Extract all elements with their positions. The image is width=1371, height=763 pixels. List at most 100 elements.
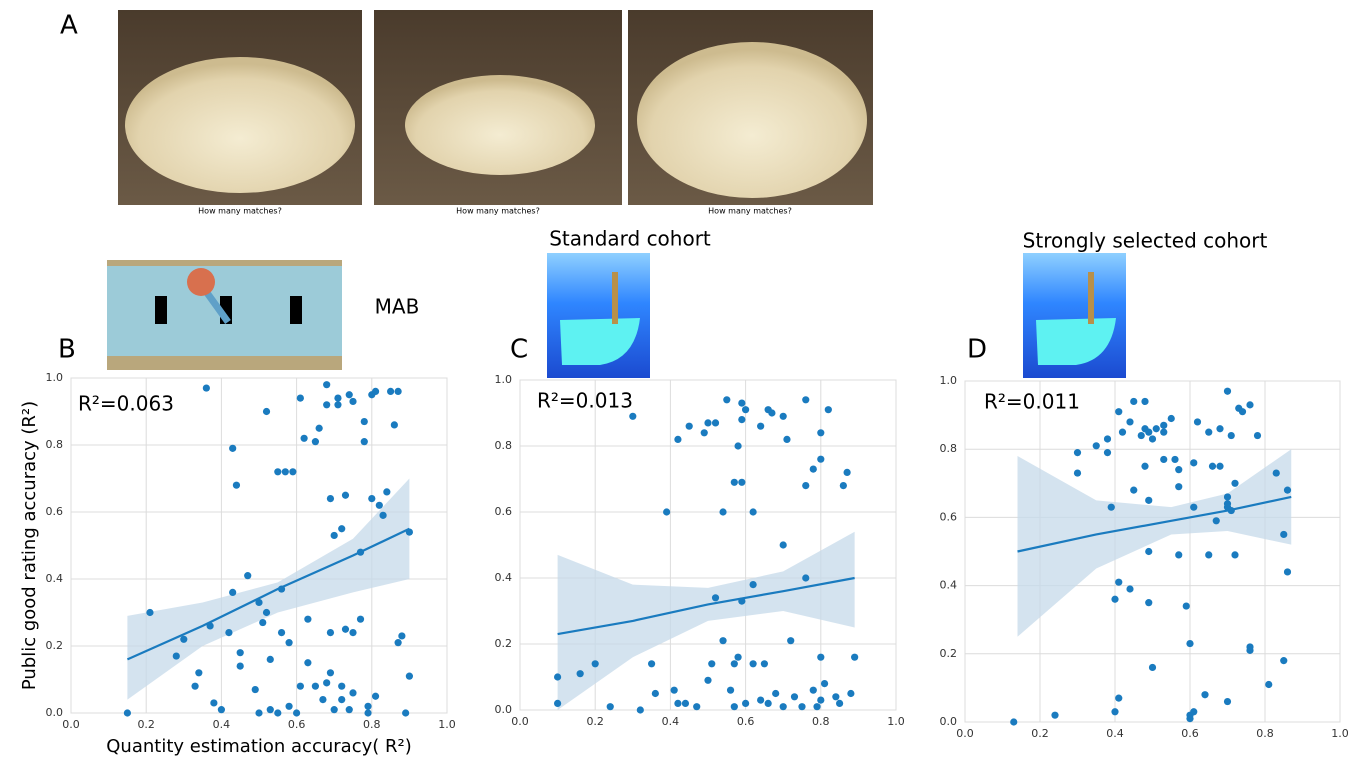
data-point [267,706,274,713]
data-point [342,492,349,499]
data-point [723,396,730,403]
y-tick-label: 1.0 [940,374,958,387]
x-tick-label: 0.4 [662,715,680,728]
data-point [331,532,338,539]
y-tick-label: 0.2 [46,639,64,652]
data-point [844,469,851,476]
data-point [1145,429,1152,436]
data-point [293,709,300,716]
data-point [395,639,402,646]
data-point [648,660,655,667]
data-point [765,700,772,707]
data-point [817,429,824,436]
data-point [1175,483,1182,490]
data-point [734,654,741,661]
data-point [349,689,356,696]
data-point [802,482,809,489]
data-point [836,700,843,707]
data-point [1273,469,1280,476]
data-point [1141,463,1148,470]
data-point [334,395,341,402]
data-point [761,660,768,667]
data-point [731,703,738,710]
data-point [379,512,386,519]
data-point [810,687,817,694]
data-point [1209,463,1216,470]
data-point [233,482,240,489]
data-point [1280,531,1287,538]
data-point [750,508,757,515]
data-point [1213,517,1220,524]
data-point [629,413,636,420]
y-tick-label: 0.4 [46,572,64,585]
data-point [693,703,700,710]
data-point [267,656,274,663]
y-tick-label: 0.0 [495,703,513,716]
data-point [783,436,790,443]
data-point [1115,695,1122,702]
data-point [312,683,319,690]
caption: How many matches? [708,207,792,216]
data-point [798,703,805,710]
data-point [840,482,847,489]
data-point [1284,568,1291,575]
panel-label: B [58,335,76,365]
x-tick-label: 1.0 [1331,727,1349,740]
data-point [719,637,726,644]
data-point [813,703,820,710]
data-point [832,693,839,700]
mab-icon [107,260,342,370]
data-point [301,435,308,442]
data-point [787,637,794,644]
data-point [395,388,402,395]
data-point [847,690,854,697]
y-tick-label: 0.8 [46,438,64,451]
data-point [731,479,738,486]
data-point [274,468,281,475]
data-point [686,423,693,430]
y-tick-label: 1.0 [495,373,513,386]
y-tick-label: 0.4 [495,571,513,584]
x-tick-label: 0.0 [62,718,80,731]
panel-label: A [60,11,78,41]
data-point [342,626,349,633]
y-tick-label: 0.6 [46,505,64,518]
data-point [727,687,734,694]
data-point [1183,602,1190,609]
data-point [1235,405,1242,412]
data-point [810,466,817,473]
data-point [327,629,334,636]
data-point [297,395,304,402]
x-tick-label: 0.0 [956,727,974,740]
data-point [772,690,779,697]
data-point [406,673,413,680]
data-point [802,396,809,403]
data-point [364,703,371,710]
data-point [704,677,711,684]
data-point [1246,401,1253,408]
chart-title: MAB [375,295,420,319]
x-tick-label: 0.4 [213,718,231,731]
data-point [1111,596,1118,603]
data-point [780,541,787,548]
data-point [1010,718,1017,725]
data-point [263,408,270,415]
y-tick-label: 0.2 [495,637,513,650]
data-point [750,581,757,588]
y-tick-label: 0.4 [940,579,958,592]
data-point [210,699,217,706]
data-point [338,696,345,703]
annotation: R²=0.063 [78,392,174,416]
data-point [361,438,368,445]
data-point [1104,435,1111,442]
data-point [297,683,304,690]
data-point [1228,432,1235,439]
data-point [1115,579,1122,586]
data-point [349,398,356,405]
data-point [1119,429,1126,436]
data-point [757,423,764,430]
x-tick-label: 0.2 [586,715,604,728]
data-point [1175,466,1182,473]
data-point [607,703,614,710]
data-point [278,629,285,636]
